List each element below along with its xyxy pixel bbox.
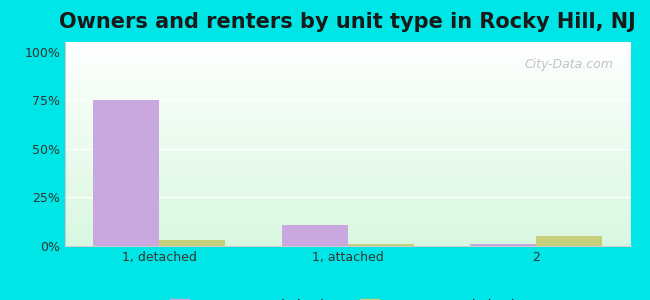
Title: Owners and renters by unit type in Rocky Hill, NJ: Owners and renters by unit type in Rocky…	[59, 12, 636, 32]
Legend: Owner occupied units, Renter occupied units: Owner occupied units, Renter occupied un…	[165, 294, 530, 300]
Bar	[348, 244, 413, 246]
Bar	[281, 225, 348, 246]
Bar	[159, 240, 225, 246]
Bar	[470, 244, 536, 246]
Text: City-Data.com: City-Data.com	[525, 58, 614, 71]
Bar	[536, 236, 602, 246]
Bar	[94, 100, 159, 246]
